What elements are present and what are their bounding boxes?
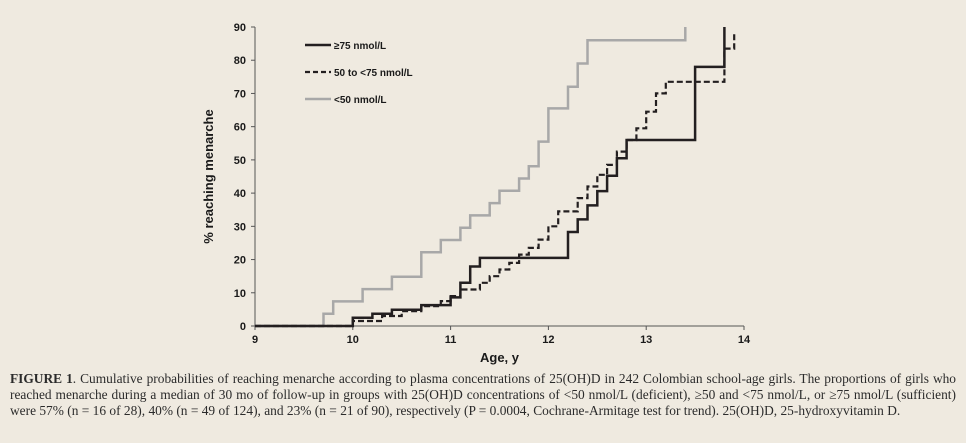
y-tick-label: 50 bbox=[234, 155, 246, 167]
chart-axes: 0 10 20 30 40 50 60 70 80 90 9 10 11 12 13 14 bbox=[234, 22, 751, 346]
x-tick-label: 9 bbox=[252, 334, 258, 346]
x-axis-title: Age, y bbox=[480, 350, 520, 365]
chart-series-layer bbox=[255, 27, 736, 328]
menarche-step-chart: 0 10 20 30 40 50 60 70 80 90 9 10 11 12 13 14 ≥75 nmol/… bbox=[201, 22, 751, 365]
chart-area: 0 10 20 30 40 50 60 70 80 90 9 10 11 12 13 14 ≥75 nmol/… bbox=[201, 22, 751, 365]
legend-label-2: <50 nmol/L bbox=[334, 95, 387, 106]
x-tick-label: 12 bbox=[542, 334, 554, 346]
legend-label-1: 50 to <75 nmol/L bbox=[334, 68, 413, 79]
series-line-2 bbox=[255, 27, 687, 328]
series-line-1 bbox=[255, 32, 736, 328]
y-axis-title: % reaching menarche bbox=[201, 109, 216, 243]
y-tick-label: 90 bbox=[234, 22, 246, 34]
y-tick-label: 80 bbox=[234, 55, 246, 67]
legend-label-0: ≥75 nmol/L bbox=[334, 41, 386, 52]
x-tick-label: 13 bbox=[640, 334, 652, 346]
series-line-0 bbox=[255, 27, 726, 328]
figure-caption-text: . Cumulative probabilities of reaching m… bbox=[10, 371, 957, 418]
y-tick-label: 0 bbox=[240, 321, 246, 333]
y-tick-label: 10 bbox=[234, 288, 246, 300]
figure-caption-label: FIGURE 1 bbox=[10, 371, 73, 386]
y-tick-label: 60 bbox=[234, 122, 246, 134]
chart-legend: ≥75 nmol/L 50 to <75 nmol/L <50 nmol/L bbox=[305, 41, 413, 106]
x-tick-label: 10 bbox=[347, 334, 359, 346]
y-tick-label: 30 bbox=[234, 221, 246, 233]
y-tick-label: 20 bbox=[234, 255, 246, 267]
y-tick-label: 40 bbox=[234, 188, 246, 200]
figure-caption: FIGURE 1. Cumulative probabilities of re… bbox=[10, 371, 956, 419]
x-tick-label: 11 bbox=[445, 334, 457, 346]
y-tick-label: 70 bbox=[234, 88, 246, 100]
x-tick-label: 14 bbox=[738, 334, 751, 346]
